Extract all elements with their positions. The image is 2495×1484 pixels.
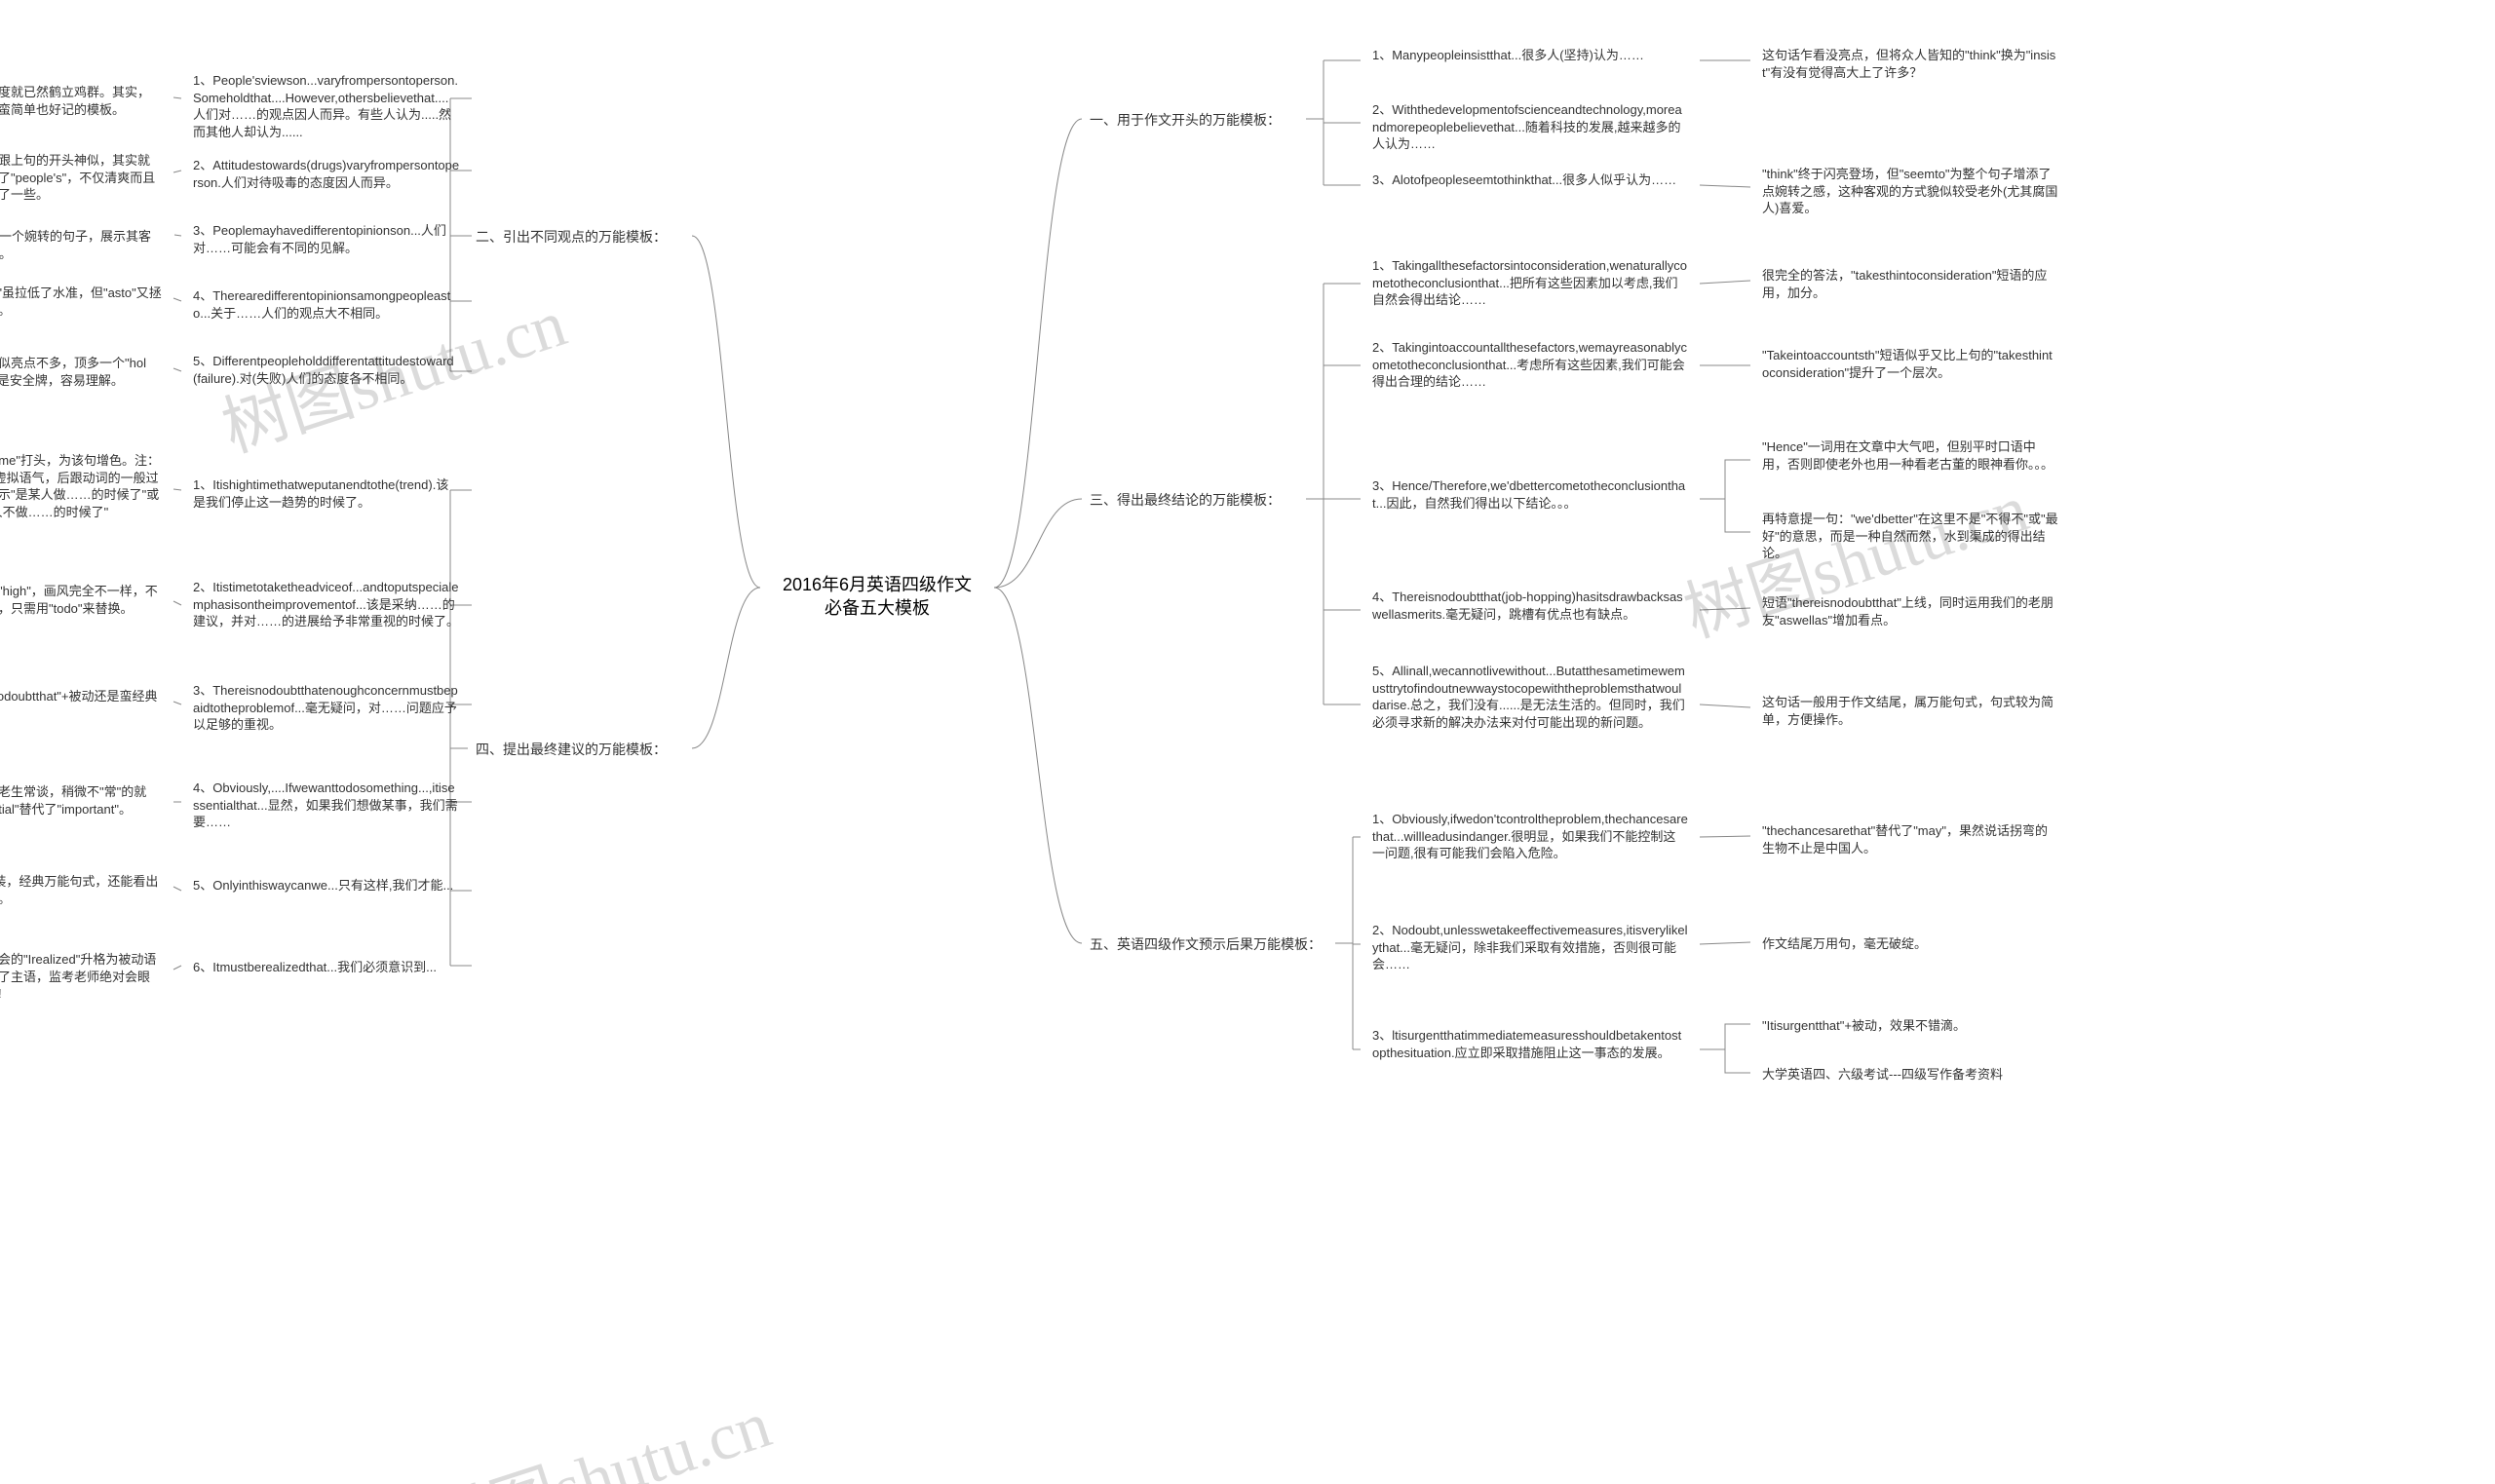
item-c3i4: 4、Thereisnodoubtthat(job-hopping)hasitsd… xyxy=(1364,585,1696,627)
edge xyxy=(173,368,181,371)
item-c3i3: 3、Hence/Therefore,we'dbettercometothecon… xyxy=(1364,474,1696,515)
edge xyxy=(1700,704,1750,707)
edge xyxy=(1725,499,1750,532)
item-c4i5: 5、Onlyinthiswaycanwe...只有这样,我们才能... xyxy=(185,873,468,898)
edge xyxy=(1700,942,1750,944)
edge xyxy=(173,489,181,490)
category-c1: 一、用于作文开头的万能模板： xyxy=(1082,107,1306,133)
item-c2i2: 2、Attitudestowards(drugs)varyfrompersont… xyxy=(185,153,468,195)
category-c3: 三、得出最终结论的万能模板： xyxy=(1082,487,1306,514)
edge xyxy=(1700,185,1750,187)
comment-c3i5a: 这句话一般用于作文结尾，属万能句式，句式较为简单，方便操作。 xyxy=(1754,690,2066,732)
item-c2i4: 4、Therearedifferentopinionsamongpeopleas… xyxy=(185,284,468,325)
item-c5i2: 2、Nodoubt,unlesswetakeeffectivemeasures,… xyxy=(1364,918,1696,977)
edge xyxy=(1700,281,1750,284)
edge xyxy=(174,235,181,236)
item-c5i1: 1、Obviously,ifwedon'tcontroltheproblem,t… xyxy=(1364,807,1696,866)
edge xyxy=(173,702,181,704)
edge xyxy=(173,171,181,172)
comment-c1i1a: 这句话乍看没亮点，但将众人皆知的"think"换为"insist"有没有觉得高大… xyxy=(1754,43,2066,85)
comment-c1i3a: "think"终于闪亮登场，但"seemto"为整个句子增添了点婉转之感，这种客… xyxy=(1754,162,2066,221)
item-c1i3: 3、Alotofpeopleseemtothinkthat...很多人似乎认为…… xyxy=(1364,168,1696,193)
comment-c3i3b: 再特意提一句："we'dbetter"在这里不是"不得不"或"最好"的意思，而是… xyxy=(1754,507,2066,566)
item-c4i6: 6、Itmustberealizedthat...我们必须意识到... xyxy=(185,955,468,980)
comment-c2i3a: 又是一个婉转的句子，展示其客观性。 xyxy=(0,224,171,266)
edge xyxy=(1700,608,1750,610)
item-c4i2: 2、Itistimetotaketheadviceof...andtoputsp… xyxy=(185,575,468,634)
item-c3i5: 5、Allinall,wecannotlivewithout...Butatth… xyxy=(1364,659,1696,735)
watermark: 树图shutu.cn xyxy=(413,1370,781,1484)
comment-c4i1a: "Itishightime"打头，为该句增色。注：that后跟虚拟语气，后跟动词… xyxy=(0,448,170,524)
comment-c4i6a: 把人人都会的"Irealized"升格为被动语态，省略了主语，监考老师绝对会眼前… xyxy=(0,947,170,1007)
comment-c5i3a: "Itisurgentthat"+被动，效果不错滴。 xyxy=(1754,1013,2047,1039)
edge xyxy=(1700,836,1750,837)
category-c5: 五、英语四级作文预示后果万能模板： xyxy=(1082,932,1335,958)
comment-c3i4a: 短语"thereisnodoubtthat"上线，同时运用我们的老朋友"aswe… xyxy=(1754,590,2066,632)
edge xyxy=(173,97,181,98)
edge xyxy=(692,588,760,748)
item-c4i1: 1、Itishightimethatweputanendtothe(trend)… xyxy=(185,473,468,514)
comment-c3i3a: "Hence"一词用在文章中大气吧，但别平时口语中用，否则即使老外也用一种看老古… xyxy=(1754,435,2066,476)
comment-c2i4a: "different"虽拉低了水准，但"asto"又拯救了回来。 xyxy=(0,281,170,323)
comment-c5i3b: 大学英语四、六级考试---四级写作备考资料 xyxy=(1754,1062,2066,1087)
comment-c5i1a: "thechancesarethat"替代了"may"，果然说话拐弯的生物不止是… xyxy=(1754,818,2066,860)
item-c1i2: 2、Withthedevelopmentofscienceandtechnolo… xyxy=(1364,97,1696,157)
edge xyxy=(994,119,1082,588)
category-c2: 二、引出不同观点的万能模板： xyxy=(468,224,692,250)
comment-c2i5a: 这句话貌似亮点不多，顶多一个"hold"，但也是安全牌，容易理解。 xyxy=(0,351,170,393)
edge xyxy=(173,601,181,605)
item-c2i3: 3、Peoplemayhavedifferentopinionson...人们对… xyxy=(185,218,468,260)
comment-c5i2a: 作文结尾万用句，毫无破绽。 xyxy=(1754,932,2008,957)
comment-c3i1a: 很完全的答法，"takesthintoconsideration"短语的应用，加… xyxy=(1754,263,2066,305)
item-c2i1: 1、People'sviewson...varyfrompersontopers… xyxy=(185,68,468,144)
comment-c2i1a: 看这个长度就已然鹤立鸡群。其实，也是一个蛮简单也好记的模板。 xyxy=(0,80,170,122)
edge xyxy=(173,966,181,970)
comment-c2i2a: 乍一看，跟上句的开头神似，其实就是省略掉了"people's"，不仅清爽而且好像… xyxy=(0,148,170,208)
comment-c4i3a: "thereisnodoubtthat"+被动还是蛮经典的组合。 xyxy=(0,684,170,726)
category-c4: 四、提出最终建议的万能模板： xyxy=(468,737,692,763)
edge xyxy=(994,499,1082,588)
comment-c4i5a: Only+倒装，经典万能句式，还能看出点水平呢。 xyxy=(0,869,170,911)
edge xyxy=(173,887,181,891)
center-node: 2016年6月英语四级作文必备五大模板 xyxy=(760,563,994,630)
item-c3i2: 2、Takingintoaccountallthesefactors,wemay… xyxy=(1364,335,1696,395)
item-c3i1: 1、Takingallthesefactorsintoconsideration… xyxy=(1364,253,1696,313)
edge xyxy=(1725,460,1750,499)
item-c4i3: 3、Thereisnodoubtthatenoughconcernmustbep… xyxy=(185,678,468,738)
item-c4i4: 4、Obviously,....Ifwewanttodosomething...… xyxy=(185,776,468,835)
comment-c4i2a: 去掉一个"high"，画风完全不一样，不用过去式，只需用"todo"来替换。 xyxy=(0,579,170,621)
comment-c3i2a: "Takeintoaccountsth"短语似乎又比上句的"takesthint… xyxy=(1754,343,2066,385)
edge xyxy=(1725,1049,1750,1073)
edge xyxy=(173,298,181,301)
edge xyxy=(692,236,760,588)
item-c1i1: 1、Manypeopleinsistthat...很多人(坚持)认为…… xyxy=(1364,43,1696,68)
comment-c4i4a: 这句有些老生常谈，稍微不"常"的就是"essential"替代了"importa… xyxy=(0,780,170,821)
edge xyxy=(1725,1024,1750,1049)
item-c2i5: 5、Differentpeopleholddifferentattitudest… xyxy=(185,349,468,391)
edge xyxy=(994,588,1082,943)
item-c5i3: 3、ltisurgentthatimmediatemeasuresshouldb… xyxy=(1364,1023,1696,1065)
